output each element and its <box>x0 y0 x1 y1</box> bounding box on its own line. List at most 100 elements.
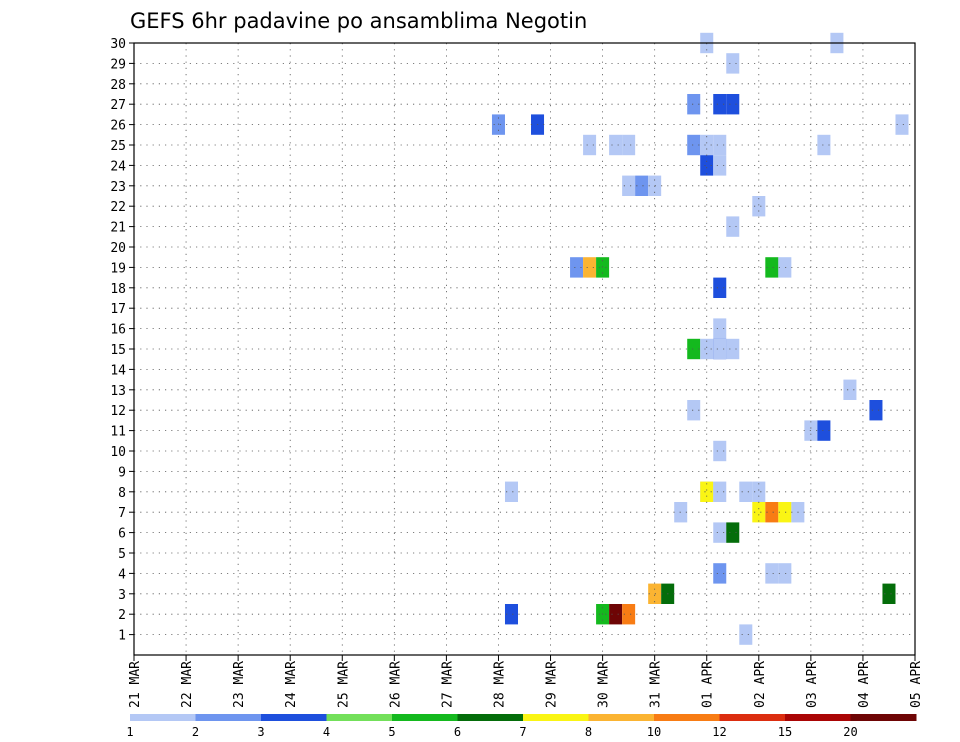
heatmap-cell-24 <box>583 257 597 278</box>
heatmap-cells <box>491 32 909 645</box>
colorbar-segment-9 <box>719 714 786 721</box>
x-tick-label-15: 05 APR <box>909 661 924 708</box>
heatmap-cell-5 <box>726 94 740 115</box>
heatmap-cell-14 <box>713 134 727 156</box>
heatmap-cell-41 <box>504 481 518 502</box>
heatmap-cell-11 <box>622 134 636 156</box>
x-tick-label-10: 31 MAR <box>649 661 664 708</box>
x-tick-label-6: 27 MAR <box>440 661 455 708</box>
x-tick-label-12: 02 APR <box>753 661 768 708</box>
heatmap-cell-21 <box>752 196 766 217</box>
colorbar-label-15: 15 <box>778 725 792 739</box>
colorbar-label-5: 5 <box>388 725 395 739</box>
y-tick-label-3: 3 <box>118 588 126 603</box>
heatmap-cell-3 <box>687 94 701 115</box>
heatmap-cell-52 <box>713 522 727 543</box>
colorbar-label-3: 3 <box>257 725 264 739</box>
colorbar-segment-10 <box>785 714 851 721</box>
colorbar-segment-2 <box>261 714 327 721</box>
colorbar-segment-6 <box>523 714 589 721</box>
heatmap-cell-17 <box>713 155 727 176</box>
x-tick-label-5: 26 MAR <box>388 661 403 708</box>
colorbar-label-10: 10 <box>647 725 661 739</box>
x-tick-label-1: 22 MAR <box>180 661 195 708</box>
heatmap-cell-46 <box>752 481 766 502</box>
heatmap-cell-22 <box>726 216 740 237</box>
grid-lines <box>134 42 915 655</box>
y-tick-label-27: 27 <box>110 98 126 113</box>
heatmap-cell-63 <box>622 604 636 625</box>
x-axis: 21 MAR 22 MAR 23 MAR 24 MAR 25 MAR 26 MAR 27 M… <box>128 655 924 708</box>
colorbar-segment-0 <box>130 714 196 721</box>
y-tick-label-17: 17 <box>110 302 126 317</box>
heatmap-cell-53 <box>726 522 740 543</box>
heatmap-cell-33 <box>713 338 727 360</box>
heatmap-cell-57 <box>648 583 662 604</box>
heatmap-cell-30 <box>687 338 701 360</box>
y-tick-label-23: 23 <box>110 180 126 195</box>
y-tick-label-7: 7 <box>118 506 126 521</box>
y-tick-label-6: 6 <box>118 527 126 542</box>
x-tick-label-2: 23 MAR <box>232 661 247 708</box>
heatmap-cell-23 <box>570 257 584 278</box>
y-axis: 1234567891011121314151617181920212223242… <box>110 37 134 644</box>
heatmap-cell-12 <box>687 134 701 156</box>
y-tick-label-26: 26 <box>110 119 126 134</box>
heatmap-cell-48 <box>752 502 766 523</box>
heatmap-cell-36 <box>687 400 701 421</box>
colorbar-segment-5 <box>457 714 524 721</box>
heatmap-cell-19 <box>635 175 649 196</box>
y-tick-label-14: 14 <box>110 363 126 378</box>
x-tick-label-7: 28 MAR <box>492 661 507 708</box>
heatmap-cell-18 <box>622 175 636 196</box>
y-tick-label-13: 13 <box>110 384 126 399</box>
y-tick-label-20: 20 <box>110 241 126 256</box>
colorbar-segment-8 <box>654 714 720 721</box>
heatmap-cell-49 <box>765 502 779 523</box>
colorbar-label-8: 8 <box>585 725 592 739</box>
y-tick-label-19: 19 <box>110 261 126 276</box>
heatmap-cell-60 <box>504 604 518 625</box>
x-tick-label-4: 25 MAR <box>336 661 351 708</box>
heatmap-cell-8 <box>895 114 909 135</box>
y-tick-label-15: 15 <box>110 343 126 358</box>
y-tick-label-11: 11 <box>110 425 126 440</box>
x-tick-label-0: 21 MAR <box>128 661 143 708</box>
heatmap-cell-29 <box>713 318 727 339</box>
colorbar-label-20: 20 <box>843 725 857 739</box>
x-tick-label-9: 30 MAR <box>597 661 612 708</box>
x-tick-label-14: 04 APR <box>857 661 872 708</box>
y-tick-label-28: 28 <box>110 78 126 93</box>
heatmap-cell-13 <box>700 134 714 156</box>
y-tick-label-10: 10 <box>110 445 126 460</box>
y-tick-label-4: 4 <box>118 567 126 582</box>
colorbar-segment-3 <box>326 714 393 721</box>
y-tick-label-24: 24 <box>110 159 126 174</box>
heatmap-cell-26 <box>765 257 779 278</box>
y-tick-label-16: 16 <box>110 323 126 338</box>
x-tick-label-13: 03 APR <box>805 661 820 708</box>
heatmap-cell-16 <box>700 155 714 176</box>
x-tick-label-8: 29 MAR <box>545 661 560 708</box>
heatmap-cell-45 <box>739 481 753 502</box>
x-tick-label-11: 01 APR <box>701 661 716 708</box>
heatmap-cell-31 <box>700 338 714 360</box>
heatmap-cell-43 <box>700 481 714 502</box>
heatmap-cell-37 <box>869 400 883 421</box>
heatmap-cell-35 <box>843 379 857 400</box>
heatmap-cell-62 <box>609 604 623 625</box>
heatmap-cell-9 <box>583 134 597 156</box>
x-tick-label-3: 24 MAR <box>284 661 299 708</box>
y-tick-label-1: 1 <box>118 629 126 644</box>
heatmap-cell-64 <box>739 624 753 645</box>
heatmap-cell-27 <box>778 257 792 278</box>
heatmap-cell-2 <box>726 53 740 74</box>
y-tick-label-5: 5 <box>118 547 126 562</box>
heatmap-cell-44 <box>713 481 727 502</box>
colorbar-segment-7 <box>588 714 655 721</box>
colorbar-label-4: 4 <box>323 725 330 739</box>
y-tick-label-9: 9 <box>118 465 126 480</box>
heatmap-cell-4 <box>713 94 727 115</box>
colorbar-label-1: 1 <box>126 725 133 739</box>
